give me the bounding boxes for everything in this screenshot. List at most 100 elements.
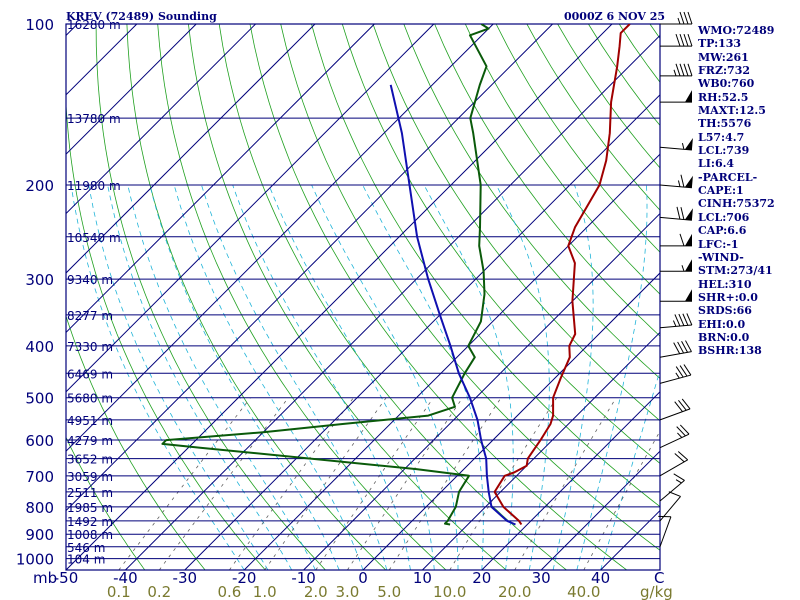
height-label: 16280 m [67, 18, 121, 32]
isotherm-line [66, 24, 316, 274]
temperature-tick-label: 30 [532, 569, 551, 587]
moist-adiabat-line [173, 184, 364, 570]
mixing-ratio-line [347, 397, 463, 570]
pressure-unit-label: mb [33, 569, 57, 587]
isotherm-line [66, 24, 256, 215]
dry-adiabat-line [311, 24, 660, 508]
mixing-ratio-line [229, 397, 354, 570]
mixing-ratio-label: 0.6 [217, 583, 241, 600]
pressure-tick-label: 900 [25, 526, 54, 544]
mixing-ratio-line [118, 397, 251, 570]
wind-barb [659, 174, 693, 189]
sounding-index-item: SRDS:66 [698, 304, 752, 318]
temperature-tick-label: -50 [54, 569, 79, 587]
height-label: 4279 m [67, 434, 113, 448]
sounding-index-item: LFC:-1 [698, 237, 739, 251]
series-dewpoint-line [161, 24, 490, 526]
isotherm-line [66, 24, 494, 452]
isotherm-line [540, 450, 660, 570]
mixing-ratio-line [449, 397, 558, 570]
sounding-index-item: LCL:706 [698, 210, 750, 224]
sounding-index-item: TP:133 [698, 37, 742, 51]
isotherm-line [66, 24, 197, 155]
isobars [66, 24, 660, 570]
height-label: 10540 m [67, 231, 121, 245]
pressure-tick-label: 600 [25, 432, 54, 450]
pressure-tick-label: 200 [25, 177, 54, 195]
dry-adiabat-line [495, 24, 660, 253]
height-label: 1985 m [67, 501, 113, 515]
plot-frame [65, 23, 661, 571]
sounding-index-item: WB0:760 [698, 77, 755, 91]
sounding-index-item: CAPE:1 [698, 184, 744, 198]
temperature-tick-label: -30 [173, 569, 198, 587]
chart-title: KREV (72489) Sounding [66, 10, 217, 23]
wind-barb [660, 11, 693, 25]
isotherm-line [303, 212, 660, 570]
dry-adiabat-line [372, 24, 660, 422]
mixing-ratio-line [315, 397, 434, 570]
temperature-tick-labels: -50 -40 -30 -20 -10 0 10 20 30 40 [54, 569, 610, 587]
dry-adiabat-line [66, 97, 266, 570]
mixing-ratio-label: 0.2 [147, 583, 171, 600]
pressure-tick-label: 700 [25, 468, 54, 486]
sounding-index-item: BSHR:138 [698, 344, 762, 358]
sounding-index-item: HEL:310 [698, 277, 752, 291]
height-label: 3059 m [67, 470, 113, 484]
temperature-tick-label: 10 [413, 569, 432, 587]
wind-barb [659, 398, 691, 421]
isotherm-line [125, 34, 660, 570]
height-label: 2511 m [67, 486, 113, 500]
moist-adiabat-line [552, 184, 594, 570]
mixing-ratio-unit-label: g/kg [640, 583, 673, 600]
dry-adiabat-line [280, 24, 660, 551]
temperature-tick-label: 20 [472, 569, 491, 587]
isotherm-line [481, 391, 660, 570]
pressure-tick-label: 800 [25, 499, 54, 517]
temperature-tick-label: -10 [291, 569, 316, 587]
height-label: 4951 m [67, 414, 113, 428]
moist-adiabat-line [495, 184, 550, 570]
wind-barb [660, 289, 692, 302]
height-label: 9340 m [67, 273, 113, 287]
sounding-index-item: BRN:0.0 [698, 330, 750, 344]
wind-barb [659, 340, 692, 358]
pressure-tick-label: 400 [25, 338, 54, 356]
height-labels: 16280 m 13780 m 11980 m 10540 m 9340 m 8277 m… [67, 18, 121, 567]
wind-barb [659, 424, 690, 449]
dry-adiabat-line [464, 24, 660, 295]
sounding-index-item: RH:52.5 [698, 90, 749, 104]
height-label: 3652 m [67, 453, 113, 467]
wind-barb [659, 138, 693, 151]
moist-adiabat-line [127, 184, 316, 570]
dry-adiabat-line [95, 24, 326, 570]
wind-barb [659, 473, 685, 502]
moist-adiabat-line [362, 184, 484, 570]
dry-adiabat-line [188, 24, 507, 570]
sounding-index-item: FRZ:732 [698, 64, 751, 78]
pressure-tick-label: 500 [25, 390, 54, 408]
sounding-index-item: LI:6.4 [698, 157, 735, 171]
mixing-ratio-label: 1.0 [253, 583, 277, 600]
mixing-ratio-line [388, 397, 502, 570]
wind-barb [660, 233, 692, 247]
wind-barb [660, 259, 692, 272]
height-label: 11980 m [67, 179, 121, 193]
wind-barb [659, 206, 693, 221]
pressure-tick-labels: 100 200 300 400 500 600 700 800 900 1000 [16, 16, 54, 569]
height-label: 104 m [67, 553, 105, 567]
sounding-index-item: STM:273/41 [698, 264, 773, 278]
dry-adiabat-line [434, 24, 660, 337]
plot-border [65, 23, 661, 571]
dry-adiabat-line [126, 24, 387, 570]
height-label: 1008 m [67, 528, 113, 542]
sounding-index-item: -WIND- [698, 250, 744, 264]
isotherm-line [0, 24, 18, 570]
isotherm-line [184, 94, 660, 570]
series-parcel-line [389, 84, 516, 526]
sounding-index-item: MAXT:12.5 [698, 104, 766, 118]
pressure-tick-label: 300 [25, 271, 54, 289]
moist-adiabat-line [423, 184, 514, 570]
sounding-index-item: -PARCEL- [698, 170, 758, 184]
dry-adiabat-line [403, 24, 660, 379]
